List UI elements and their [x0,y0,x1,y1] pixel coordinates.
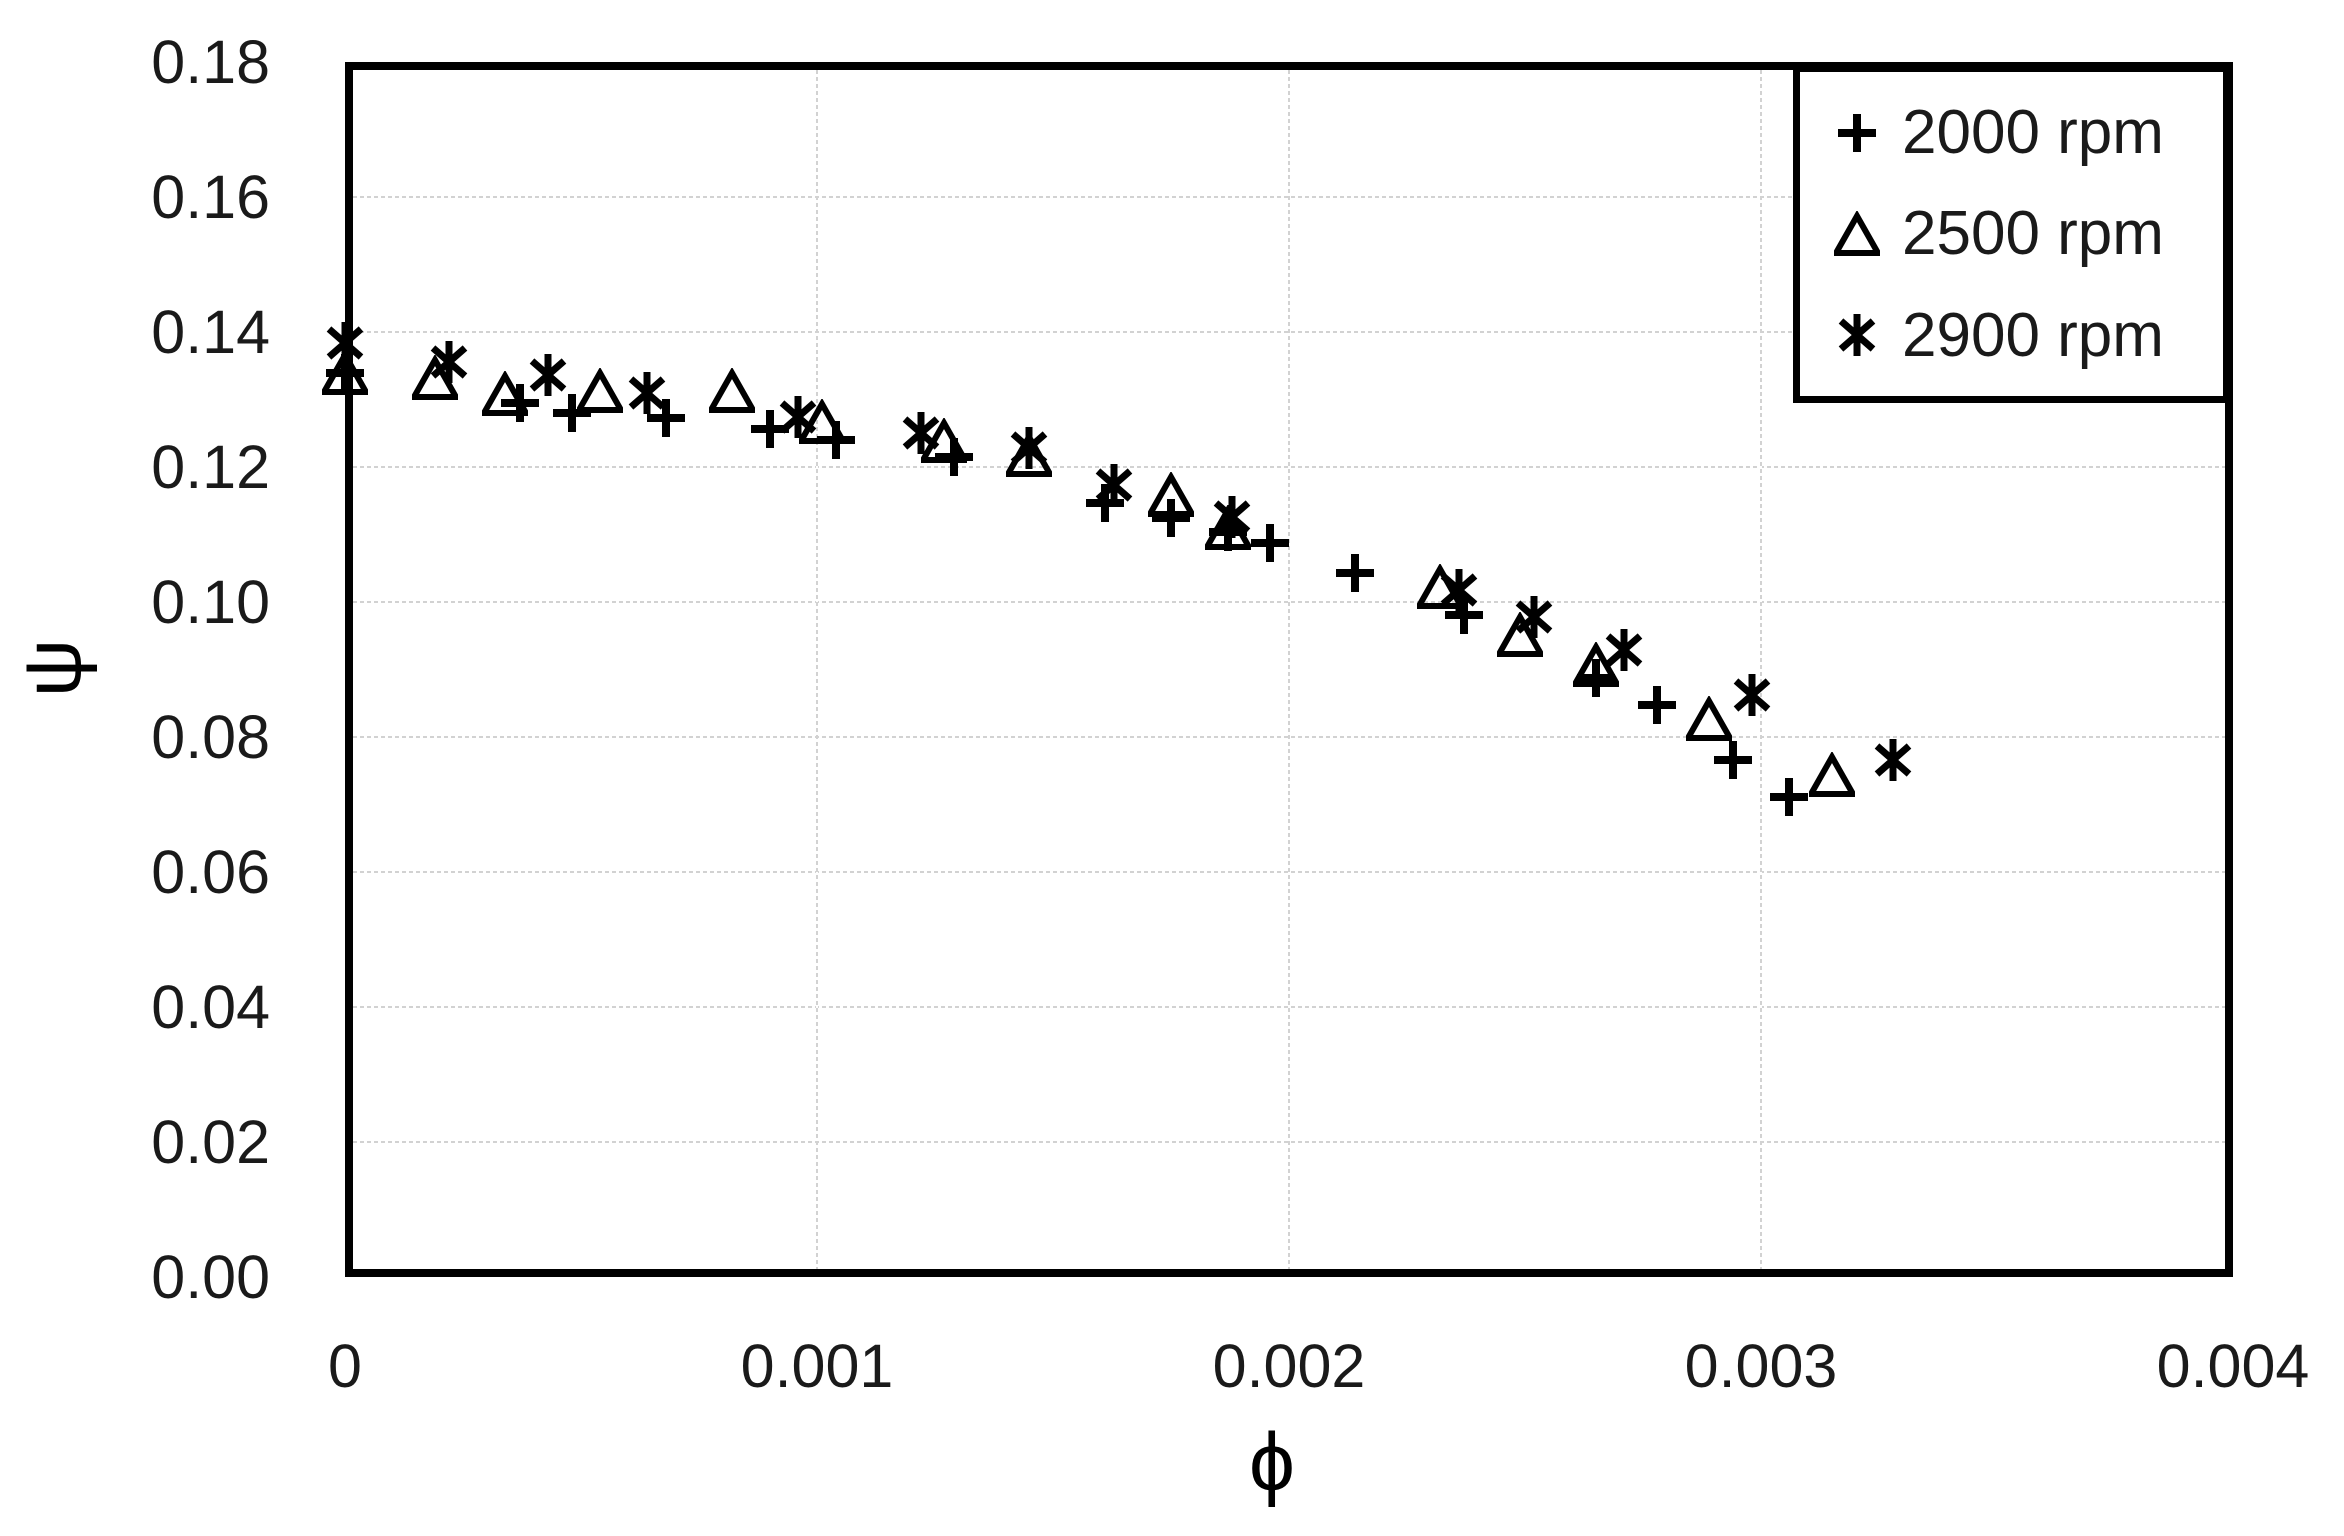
data-point-asterisk [1091,462,1137,508]
legend-label: 2000 rpm [1902,98,2164,168]
gridline-vertical [1760,70,1762,1269]
legend: 2000 rpm 2500 rpm 2900 rpm [1793,65,2230,403]
data-point-plus [1332,550,1378,596]
data-point-plus [1573,655,1619,701]
gridline-vertical [1288,70,1290,1269]
x-tick-label: 0.002 [1212,1332,1366,1400]
legend-item-2900rpm: 2900 rpm [1834,300,2223,371]
y-tick-label: 0.00 [151,1243,270,1311]
data-point-plus [1766,774,1812,820]
x-tick-label: 0.003 [1684,1332,1838,1400]
asterisk-marker-icon [1834,312,1880,358]
data-point-triangle-open [1808,751,1855,798]
data-point-plus [643,395,689,441]
x-axis-title: ϕ [1249,1417,1295,1508]
data-point-triangle-open [1497,612,1544,658]
y-tick-label: 0.06 [151,838,270,906]
data-point-triangle-open [482,371,529,417]
data-point-asterisk [426,339,472,385]
y-tick-label: 0.08 [151,703,270,771]
data-point-asterisk [1601,627,1647,673]
data-point-triangle-open [1686,695,1733,742]
y-tick-label: 0.18 [151,28,270,96]
data-point-plus [1710,737,1756,783]
y-tick-label: 0.12 [151,433,270,501]
legend-item-2500rpm: 2500 rpm [1830,198,2223,269]
y-tick-label: 0.04 [151,973,270,1041]
data-point-plus [1148,495,1194,541]
x-tick-label: 0 [328,1332,362,1400]
y-tick-label: 0.02 [151,1108,270,1176]
data-point-triangle-open [1572,641,1619,688]
data-point-triangle-open [1417,564,1464,610]
data-point-asterisk [1729,672,1775,718]
data-point-triangle-open [798,398,845,445]
legend-item-2000rpm: 2000 rpm [1834,97,2223,168]
data-point-triangle-open [411,354,458,401]
legend-label: 2500 rpm [1902,199,2164,269]
triangle-marker-icon [1830,209,1884,257]
data-point-triangle-open [1148,472,1194,518]
data-point-asterisk [1511,594,1557,640]
data-point-asterisk [775,394,821,440]
data-point-asterisk [525,352,571,398]
y-tick-label: 0.14 [151,298,270,366]
y-tick-label: 0.16 [151,163,270,231]
data-point-asterisk [1209,494,1255,540]
plus-marker-icon [1834,110,1880,156]
data-point-plus [1634,682,1680,728]
data-point-asterisk [1006,425,1052,471]
data-point-asterisk [624,370,670,416]
data-point-asterisk [1870,737,1916,783]
data-point-asterisk [322,320,368,366]
data-point-plus [1247,520,1293,566]
gridline-vertical [816,70,818,1269]
x-tick-label: 0.001 [740,1332,894,1400]
legend-label: 2900 rpm [1902,300,2164,370]
data-point-triangle-open [322,349,368,396]
data-point-plus [1441,592,1487,638]
y-tick-label: 0.10 [151,568,270,636]
x-tick-label: 0.004 [2156,1332,2310,1400]
data-point-asterisk [898,410,944,456]
data-point-triangle-open [576,368,623,414]
data-point-asterisk [1436,567,1482,613]
data-point-triangle-open [709,368,756,414]
